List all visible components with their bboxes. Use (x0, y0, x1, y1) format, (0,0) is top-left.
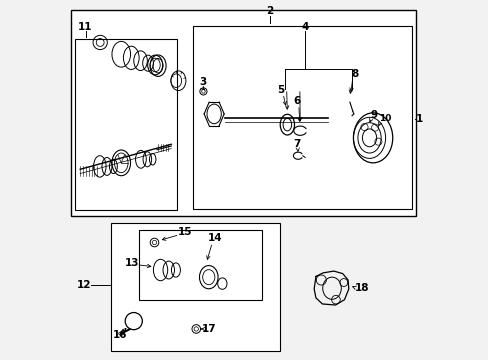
Text: 14: 14 (207, 233, 222, 243)
Text: 4: 4 (301, 22, 308, 32)
Text: 17: 17 (202, 324, 216, 334)
Text: 9: 9 (370, 110, 377, 120)
Text: 1: 1 (415, 114, 422, 124)
Text: 18: 18 (354, 283, 368, 293)
Text: 10: 10 (378, 114, 390, 123)
Text: 16: 16 (113, 330, 127, 340)
Bar (192, 26, 411, 208)
Text: 8: 8 (350, 69, 357, 79)
Bar (71, 10, 415, 216)
Text: 3: 3 (200, 77, 206, 87)
Text: 5: 5 (277, 85, 284, 95)
Text: 13: 13 (124, 258, 139, 268)
Text: 12: 12 (77, 280, 92, 291)
Bar (110, 223, 280, 351)
Bar (75, 39, 176, 210)
Bar (139, 230, 262, 300)
Text: 2: 2 (266, 6, 273, 17)
Text: 11: 11 (78, 22, 93, 32)
Text: 7: 7 (293, 139, 301, 149)
Text: 15: 15 (177, 227, 192, 237)
Text: 6: 6 (293, 96, 301, 107)
